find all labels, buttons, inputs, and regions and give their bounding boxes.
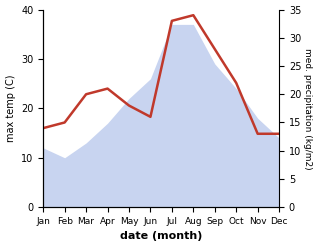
Y-axis label: med. precipitation (kg/m2): med. precipitation (kg/m2) — [303, 48, 313, 169]
X-axis label: date (month): date (month) — [120, 231, 202, 242]
Y-axis label: max temp (C): max temp (C) — [5, 75, 16, 142]
